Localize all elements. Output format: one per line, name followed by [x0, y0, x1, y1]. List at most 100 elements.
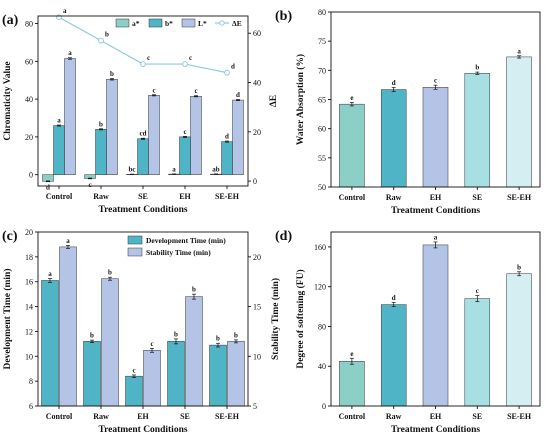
- panel-a-delta-e-point: [140, 61, 146, 67]
- panel-c-bar-stability: [227, 341, 245, 407]
- panel-b-panel-label: (b): [275, 9, 292, 24]
- panel-c-bar-development-significance-label: b: [216, 335, 220, 343]
- panel-c-bar-development-significance-label: c: [132, 366, 135, 374]
- panel-a-bar-astar-significance-label: bc: [129, 166, 136, 174]
- panel-b-bar-significance-label: a: [517, 47, 521, 55]
- panel-d-bar-significance-label: e: [350, 350, 353, 358]
- panel-d-x-axis-tick-label: Raw: [386, 412, 402, 421]
- panel-b-bar: [380, 89, 407, 188]
- panel-d-left-axis-tick-label: 80: [318, 322, 326, 331]
- panel-a-left-axis-tick-label: 20: [25, 133, 33, 142]
- panel-a-bar-Lstar-significance-label: d: [236, 91, 240, 99]
- panel-c-y2-axis-title: Stability Time (min): [270, 278, 281, 360]
- panel-c-y-axis-title: Development Time (min): [2, 269, 13, 370]
- panel-d-left-axis-tick-label: 40: [318, 362, 326, 371]
- panel-a-legend-label: L*: [198, 19, 207, 28]
- panel-a-left-axis-tick-label: 60: [25, 57, 33, 66]
- panel-a-bar-bstar-significance-label: c: [183, 128, 186, 136]
- panel-d-x-axis-tick-label: SE: [472, 412, 482, 421]
- panel-a-bar-bstar-significance-label: b: [99, 120, 103, 128]
- panel-c-bar-development: [83, 341, 101, 407]
- panel-a-x-axis-title: Treatment Conditions: [98, 205, 187, 215]
- panel-b-bar-significance-label: c: [434, 77, 437, 85]
- panel-a-bar-Lstar-significance-label: c: [152, 86, 155, 94]
- panel-c-left-axis-tick-label: 6: [29, 402, 33, 411]
- panel-d: 0 40 80 120 160 Control Raw EH SE SE-EH e d a c b Treat…: [275, 229, 541, 435]
- panel-b-left-axis-tick-label: 80: [318, 8, 326, 17]
- panel-c-x-axis-tick-label: Raw: [93, 412, 109, 421]
- panel-b-left-axis-tick-label: 50: [318, 183, 326, 192]
- panel-c-bar-development-significance-label: a: [48, 270, 52, 278]
- panel-d-bar-significance-label: d: [392, 294, 396, 302]
- plot-frame: [330, 11, 541, 188]
- panel-c-bar-development: [125, 375, 143, 407]
- panel-a-bar-astar: [42, 174, 54, 182]
- panel-a-left-axis-tick-label: 40: [25, 95, 33, 104]
- panel-d-y-axis-title: Degree of softening (FU): [295, 269, 306, 368]
- panel-c-left-axis-tick-label: 8: [29, 377, 33, 386]
- panel-a-delta-e-label: c: [147, 54, 150, 62]
- panel-c-bar-stability: [59, 246, 77, 407]
- panel-a-bar-Lstar-significance-label: a: [68, 49, 72, 57]
- panel-d-x-axis-title: Treatment Conditions: [391, 425, 480, 435]
- panel-c-x-axis-title: Treatment Conditions: [98, 425, 187, 435]
- panel-c-bar-stability: [185, 296, 203, 407]
- panel-b-left-axis-tick-label: 75: [318, 37, 326, 46]
- panel-a-bar-astar-significance-label: d: [46, 184, 50, 192]
- panel-c-legend-label: Stability Time (min): [146, 248, 211, 257]
- panel-c-bar-development-significance-label: b: [174, 330, 178, 338]
- panel-b-x-axis-tick-label: Control: [339, 193, 366, 202]
- panel-c-bar-stability-significance-label: b: [192, 286, 196, 294]
- panel-a-bar-bstar: [221, 141, 233, 175]
- panel-b-x-axis-tick-label: Raw: [386, 193, 402, 202]
- panel-c-left-axis-tick-label: 18: [25, 253, 33, 262]
- panel-c-bar-stability: [143, 350, 161, 407]
- panel-a-x-axis-tick-label: Control: [46, 192, 73, 201]
- panel-c-bar-development: [209, 344, 227, 407]
- panel-b-left-axis-tick-label: 65: [318, 96, 326, 105]
- panel-a-bar-astar-significance-label: ab: [212, 165, 220, 173]
- plot-frame: [330, 231, 541, 407]
- panel-c-left-axis-tick-label: 14: [25, 303, 33, 312]
- panel-a-bar-bstar-significance-label: a: [57, 116, 61, 124]
- panel-b-bar: [506, 56, 532, 188]
- panel-c-x-axis-tick-label: EH: [137, 412, 149, 421]
- panel-a-bar-astar-significance-label: c: [88, 181, 91, 189]
- panel-a-legend-label: b*: [165, 19, 173, 28]
- panel-c-legend-label: Development Time (min): [146, 236, 226, 245]
- panel-a-delta-e-label: c: [189, 54, 192, 62]
- panel-c-bar-stability: [101, 278, 119, 407]
- panel-a-delta-e-point: [98, 37, 104, 44]
- panel-c-bar-stability-significance-label: c: [150, 340, 153, 348]
- panel-a-right-axis-tick-label: 20: [253, 128, 261, 137]
- panel-c-x-axis-tick-label: SE-EH: [215, 412, 240, 421]
- panel-b-left-axis-tick-label: 70: [318, 66, 326, 75]
- panel-a-left-axis-tick-label: 0: [29, 171, 33, 180]
- panel-a-legend-label: a*: [132, 19, 140, 28]
- panel-a-right-axis-tick-label: 40: [253, 79, 261, 88]
- panel-c-bar-stability-significance-label: b: [108, 269, 112, 277]
- panel-a-bar-bstar: [179, 136, 191, 175]
- panel-b: 50 55 60 65 70 75 80 Control Raw EH SE SE-EH e d c b a Tr…: [275, 8, 541, 216]
- panel-d-bar: [464, 298, 491, 407]
- panel-c-left-axis-tick-label: 12: [25, 327, 33, 336]
- panel-c-legend: Development Time (min) Stability Time (mi…: [127, 235, 226, 257]
- panel-c-right-axis-tick-label: 5: [253, 402, 257, 411]
- plot-frame: [37, 15, 249, 187]
- panel-a-legend-swatch: [115, 18, 130, 28]
- panel-a-legend-swatch: [181, 18, 196, 28]
- panel-c-bar-development: [167, 341, 185, 407]
- panel-b-bar-significance-label: d: [392, 79, 396, 87]
- panel-a-left-axis-tick-label: 80: [25, 20, 33, 29]
- panel-a-legend-label: ΔE: [232, 19, 242, 28]
- panel-c-x-axis-tick-label: SE: [180, 412, 190, 421]
- panel-a-bar-Lstar: [232, 99, 244, 175]
- panel-a-bar-bstar: [137, 138, 149, 175]
- panel-b-left-axis-tick-label: 55: [318, 154, 326, 163]
- panel-c-right-axis-tick-label: 20: [253, 253, 261, 262]
- panel-a-delta-e-label: d: [231, 63, 235, 71]
- panel-c-left-axis-tick-label: 16: [25, 278, 33, 287]
- panel-c-right-axis-tick-label: 15: [253, 303, 261, 312]
- panel-c-panel-label: (c): [2, 229, 18, 244]
